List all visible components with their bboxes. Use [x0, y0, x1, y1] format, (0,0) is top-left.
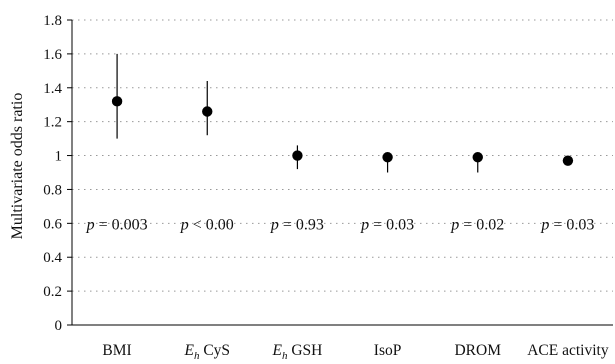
- p-value-label: p < 0.00: [180, 216, 234, 233]
- data-point: [202, 106, 213, 117]
- y-axis-label: Multivariate odds ratio: [9, 93, 26, 240]
- data-point: [111, 96, 123, 107]
- x-category-label: BMI: [102, 342, 131, 359]
- y-tick-labels: 0 0.2 0.4 0.6 0.8 1 1.2 1.4 1.6 1.8: [43, 13, 62, 334]
- category-text: CyS: [199, 342, 230, 359]
- y-tick-label: 0.4: [43, 250, 62, 266]
- p-value-text: = 0.03: [369, 216, 414, 233]
- y-tick-label: 1.6: [43, 47, 62, 63]
- p-value-text: = 0.02: [459, 216, 504, 233]
- data-points: [111, 96, 574, 166]
- p-symbol: p: [450, 216, 459, 233]
- p-value-text: < 0.00: [189, 216, 234, 233]
- category-italic: E: [183, 342, 194, 359]
- category-text: BMI: [102, 342, 131, 359]
- y-tick-label: 1.8: [43, 13, 62, 29]
- error-bars: [116, 53, 569, 173]
- gridlines: [72, 19, 613, 292]
- p-symbol: p: [540, 216, 549, 233]
- category-subscript: h: [282, 350, 288, 362]
- x-category-label: DROM: [454, 342, 501, 359]
- y-tick-label: 1.4: [43, 81, 62, 97]
- p-symbol: p: [180, 216, 189, 233]
- p-symbol: p: [270, 216, 279, 233]
- p-value-label: p = 0.02: [450, 216, 504, 233]
- p-value-label: p = 0.93: [270, 216, 324, 233]
- category-text: ACE activity: [527, 342, 609, 359]
- p-value-label: p = 0.003: [86, 216, 148, 233]
- data-point: [292, 150, 303, 161]
- data-point: [382, 152, 393, 163]
- p-symbol: p: [86, 216, 95, 233]
- y-tick-label: 1.2: [43, 115, 62, 131]
- y-tick-label: 0.2: [43, 284, 62, 300]
- p-value-label: p = 0.03: [360, 216, 414, 233]
- data-point: [562, 155, 574, 166]
- data-point: [472, 152, 483, 163]
- x-category-label: Eh CyS: [183, 342, 230, 362]
- axes: [67, 19, 613, 326]
- y-tick-label: 0.6: [43, 216, 62, 232]
- p-symbol: p: [360, 216, 369, 233]
- p-value-label: p = 0.03: [540, 216, 594, 233]
- x-category-label: ACE activity: [527, 342, 609, 359]
- category-subscript: h: [194, 350, 200, 362]
- category-text: DROM: [454, 342, 501, 359]
- y-tick-label: 0.8: [43, 182, 62, 198]
- y-tick-label: 1: [55, 149, 63, 165]
- y-tick-label: 0: [55, 318, 63, 334]
- category-italic: E: [271, 342, 282, 359]
- p-value-text: = 0.003: [95, 216, 148, 233]
- p-value-text: = 0.03: [549, 216, 594, 233]
- p-value-labels: p = 0.003 p < 0.00 p = 0.93 p = 0.03 p = 0.0…: [86, 216, 595, 233]
- x-category-label: Eh GSH: [271, 342, 322, 362]
- category-text: IsoP: [374, 342, 402, 359]
- x-category-label: IsoP: [374, 342, 402, 359]
- p-value-text: = 0.93: [279, 216, 324, 233]
- x-category-labels: BMI Eh CyS Eh GSH IsoP DROM ACE activity: [102, 342, 608, 362]
- category-text: GSH: [287, 342, 322, 359]
